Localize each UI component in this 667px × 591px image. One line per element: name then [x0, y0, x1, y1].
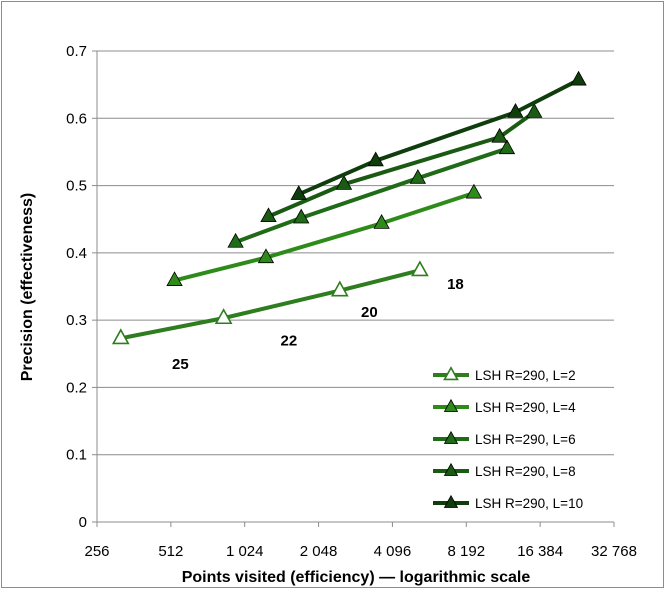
legend-item: LSH R=290, L=10: [433, 494, 583, 511]
x-tick-label: 1 024: [226, 543, 264, 560]
legend-label: LSH R=290, L=4: [475, 400, 576, 415]
x-tick-labels: 256 512 1 024 2 048 4 096 8 192 16 384 32 768: [84, 543, 636, 560]
series-2: [166, 183, 483, 286]
series-line: [267, 110, 536, 219]
y-tick-label: 0: [79, 514, 87, 531]
series-line: [174, 191, 475, 283]
axes: [92, 50, 615, 527]
data-point: [507, 103, 524, 118]
x-tick-label: 4 096: [374, 543, 412, 560]
legend-label: LSH R=290, L=8: [475, 464, 576, 479]
x-tick-label: 32 768: [591, 543, 637, 560]
x-tick-label: 256: [84, 543, 109, 560]
data-point: [227, 232, 244, 248]
data-point: [330, 280, 349, 297]
legend-label: LSH R=290, L=2: [475, 368, 576, 383]
data-point: [373, 214, 390, 229]
data-point: [290, 185, 307, 200]
y-tick-label: 0.6: [66, 110, 87, 127]
annotation-label: 20: [361, 304, 378, 321]
data-point: [166, 271, 183, 286]
x-tick-label: 16 384: [517, 543, 563, 560]
data-point: [491, 127, 508, 143]
data-point: [257, 248, 275, 264]
y-axis-title: Precision (effectiveness): [19, 193, 36, 382]
annotation-label: 18: [447, 276, 464, 293]
data-point: [570, 70, 587, 86]
legend-label: LSH R=290, L=6: [475, 432, 576, 447]
y-tick-label: 0.1: [66, 447, 87, 464]
legend-item: LSH R=290, L=6: [433, 430, 576, 447]
data-point: [293, 208, 310, 224]
legend-marker: [443, 398, 459, 412]
data-point: [214, 308, 233, 325]
data-point: [335, 175, 353, 190]
legend: LSH R=290, L=2 LSH R=290, L=4 LSH R=290, L…: [433, 366, 583, 511]
series-line: [234, 146, 508, 244]
data-point: [465, 183, 483, 199]
series-line: [297, 78, 580, 197]
annotations: 25 22 20 18: [172, 276, 464, 373]
x-tick-label: 2 048: [300, 543, 338, 560]
annotation-label: 22: [281, 332, 298, 349]
series-3: [227, 139, 516, 248]
data-point: [411, 260, 429, 277]
legend-marker: [443, 494, 459, 508]
data-point: [526, 103, 543, 118]
x-tick-label: 512: [158, 543, 183, 560]
series-1: [111, 260, 429, 345]
y-tick-label: 0.2: [66, 379, 87, 396]
data-point: [409, 168, 427, 184]
y-tick-labels: 0 0.1 0.2 0.3 0.4 0.5 0.6 0.7: [66, 43, 87, 531]
series-5: [290, 70, 587, 200]
y-tick-label: 0.5: [66, 178, 87, 195]
legend-marker: [443, 462, 459, 476]
legend-item: LSH R=290, L=4: [433, 398, 576, 415]
legend-label: LSH R=290, L=10: [475, 496, 583, 511]
x-tick-label: 8 192: [448, 543, 486, 560]
series-group: [111, 70, 587, 345]
data-point: [498, 139, 516, 155]
data-point: [260, 207, 277, 223]
y-tick-label: 0.4: [66, 245, 87, 262]
y-tick-label: 0.3: [66, 312, 87, 329]
x-axis-title: Points visited (efficiency) — logarithmi…: [182, 569, 531, 586]
annotation-label: 25: [172, 356, 189, 373]
legend-marker: [443, 430, 459, 444]
legend-item: LSH R=290, L=8: [433, 462, 576, 479]
data-point: [367, 151, 384, 167]
data-point: [111, 328, 130, 345]
series-line: [120, 268, 421, 341]
y-tick-label: 0.7: [66, 43, 87, 60]
legend-item: LSH R=290, L=2: [433, 366, 576, 383]
legend-marker: [443, 366, 459, 381]
series-4: [260, 103, 543, 223]
